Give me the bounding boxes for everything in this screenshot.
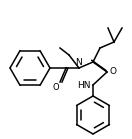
Text: O: O bbox=[110, 66, 117, 75]
Text: HN: HN bbox=[77, 80, 91, 90]
Text: O: O bbox=[52, 83, 59, 92]
Text: N: N bbox=[76, 58, 82, 67]
